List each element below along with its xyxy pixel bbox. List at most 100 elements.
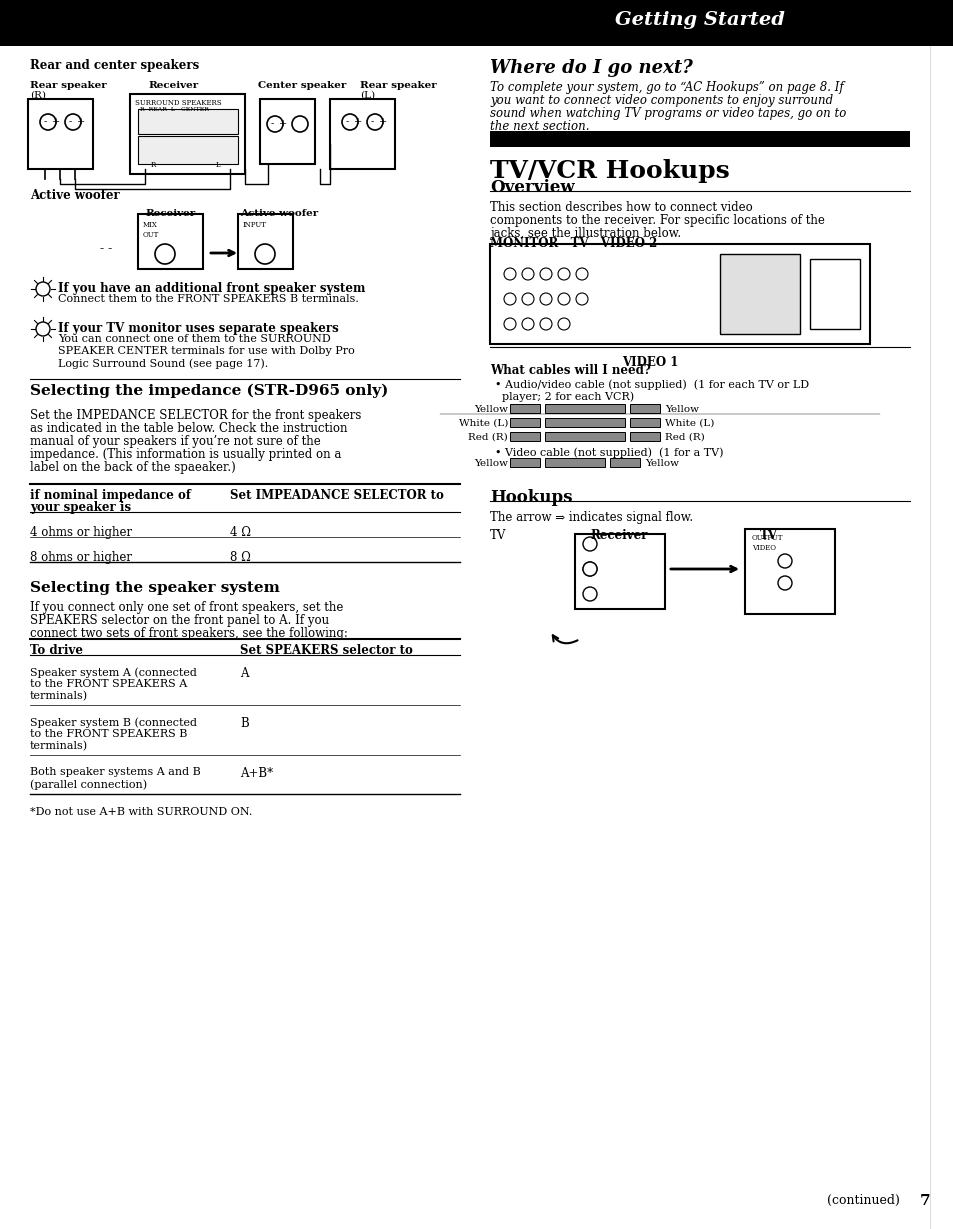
- Text: To complete your system, go to “AC Hookups” on page 8. If: To complete your system, go to “AC Hooku…: [490, 81, 842, 93]
- Circle shape: [341, 114, 357, 130]
- Bar: [490, 245, 869, 344]
- Circle shape: [521, 268, 534, 280]
- Bar: [809, 259, 859, 329]
- Circle shape: [558, 293, 569, 305]
- Text: 4 ohms or higher: 4 ohms or higher: [30, 526, 132, 540]
- Text: Yellow: Yellow: [474, 458, 507, 468]
- Circle shape: [367, 114, 382, 130]
- Bar: [609, 458, 639, 467]
- Bar: [138, 136, 237, 163]
- Text: MIX: MIX: [143, 221, 157, 229]
- Text: Yellow: Yellow: [664, 406, 699, 414]
- Bar: [510, 404, 539, 413]
- Text: Active woofer: Active woofer: [240, 209, 318, 218]
- Text: - -: - -: [100, 242, 112, 254]
- Text: Selecting the speaker system: Selecting the speaker system: [30, 581, 279, 595]
- Circle shape: [36, 322, 50, 336]
- Text: 8 ohms or higher: 8 ohms or higher: [30, 551, 132, 564]
- Text: -: -: [271, 119, 274, 128]
- Text: Speaker system B (connected: Speaker system B (connected: [30, 717, 196, 728]
- Text: MONITOR   TV   VIDEO 2: MONITOR TV VIDEO 2: [490, 237, 657, 249]
- Bar: [510, 433, 539, 441]
- Text: Rear and center speakers: Rear and center speakers: [30, 59, 199, 73]
- Text: Rear speaker: Rear speaker: [359, 81, 436, 90]
- Text: Rear speaker: Rear speaker: [30, 81, 107, 90]
- Circle shape: [254, 245, 274, 264]
- Text: R  REAR  L   CENTER: R REAR L CENTER: [140, 107, 209, 112]
- Circle shape: [582, 537, 597, 551]
- Text: if nominal impedance of: if nominal impedance of: [30, 489, 191, 501]
- Text: terminals): terminals): [30, 691, 88, 702]
- Text: OUT: OUT: [143, 231, 159, 238]
- Text: impedance. (This information is usually printed on a: impedance. (This information is usually …: [30, 449, 341, 461]
- Circle shape: [503, 293, 516, 305]
- Text: To drive: To drive: [30, 644, 83, 658]
- Text: +: +: [278, 119, 287, 128]
- Bar: [544, 458, 604, 467]
- Circle shape: [576, 268, 587, 280]
- Bar: [544, 418, 624, 426]
- Circle shape: [576, 293, 587, 305]
- Text: player; 2 for each VCR): player; 2 for each VCR): [501, 391, 634, 402]
- Circle shape: [292, 116, 308, 132]
- Text: A: A: [240, 667, 248, 680]
- Text: Both speaker systems A and B: Both speaker systems A and B: [30, 767, 200, 777]
- Bar: [510, 458, 539, 467]
- Circle shape: [36, 281, 50, 296]
- Bar: [0, 0, 953, 45]
- Text: Selecting the impedance (STR-D965 only): Selecting the impedance (STR-D965 only): [30, 383, 388, 398]
- Text: You can connect one of them to the SURROUND: You can connect one of them to the SURRO…: [58, 334, 331, 344]
- Text: Set the IMPEDANCE SELECTOR for the front speakers: Set the IMPEDANCE SELECTOR for the front…: [30, 409, 361, 422]
- Text: Active woofer: Active woofer: [30, 189, 120, 202]
- Text: 7: 7: [919, 1195, 929, 1208]
- Text: manual of your speakers if you’re not sure of the: manual of your speakers if you’re not su…: [30, 435, 320, 449]
- Bar: [575, 533, 664, 610]
- Text: A+B*: A+B*: [240, 767, 273, 780]
- Text: (R): (R): [30, 91, 46, 100]
- Text: Receiver: Receiver: [148, 81, 198, 90]
- Text: -: -: [346, 117, 349, 127]
- Text: -: -: [69, 117, 72, 127]
- Text: Getting Started: Getting Started: [615, 11, 784, 29]
- Text: Red (R): Red (R): [664, 433, 704, 442]
- Text: Receiver: Receiver: [589, 528, 647, 542]
- Text: sound when watching TV programs or video tapes, go on to: sound when watching TV programs or video…: [490, 107, 845, 120]
- Text: Red (R): Red (R): [468, 433, 507, 442]
- Text: to the FRONT SPEAKERS A: to the FRONT SPEAKERS A: [30, 678, 187, 689]
- Circle shape: [558, 268, 569, 280]
- Text: • Video cable (not supplied)  (1 for a TV): • Video cable (not supplied) (1 for a TV…: [495, 447, 722, 457]
- Text: • Audio/video cable (not supplied)  (1 for each TV or LD: • Audio/video cable (not supplied) (1 fo…: [495, 379, 808, 390]
- Text: The arrow ⇒ indicates signal flow.: The arrow ⇒ indicates signal flow.: [490, 511, 693, 524]
- Text: If your TV monitor uses separate speakers: If your TV monitor uses separate speaker…: [58, 322, 338, 336]
- Circle shape: [521, 293, 534, 305]
- Text: If you have an additional front speaker system: If you have an additional front speaker …: [58, 281, 365, 295]
- Text: SPEAKERS selector on the front panel to A. If you: SPEAKERS selector on the front panel to …: [30, 614, 329, 627]
- Bar: [629, 404, 659, 413]
- Text: If you connect only one set of front speakers, set the: If you connect only one set of front spe…: [30, 601, 343, 614]
- Bar: [330, 100, 395, 170]
- Text: R: R: [151, 161, 155, 170]
- Text: INPUT: INPUT: [243, 221, 267, 229]
- Circle shape: [503, 268, 516, 280]
- Text: SPEAKER CENTER terminals for use with Dolby Pro: SPEAKER CENTER terminals for use with Do…: [58, 347, 355, 356]
- Circle shape: [778, 554, 791, 568]
- Text: (L): (L): [359, 91, 375, 100]
- Text: +: +: [354, 117, 362, 127]
- Bar: [237, 214, 293, 269]
- Text: as indicated in the table below. Check the instruction: as indicated in the table below. Check t…: [30, 422, 347, 435]
- Text: TV/VCR Hookups: TV/VCR Hookups: [490, 159, 729, 183]
- Text: components to the receiver. For specific locations of the: components to the receiver. For specific…: [490, 214, 824, 227]
- Text: This section describes how to connect video: This section describes how to connect vi…: [490, 202, 752, 214]
- Text: TV: TV: [490, 528, 506, 542]
- Text: label on the back of the spaeaker.): label on the back of the spaeaker.): [30, 461, 235, 474]
- Text: VIDEO 1: VIDEO 1: [621, 356, 678, 369]
- Text: Connect them to the FRONT SPEAKERS B terminals.: Connect them to the FRONT SPEAKERS B ter…: [58, 294, 358, 304]
- Circle shape: [558, 318, 569, 331]
- Text: Overview: Overview: [490, 179, 574, 195]
- Text: SURROUND SPEAKERS: SURROUND SPEAKERS: [135, 100, 221, 107]
- Circle shape: [40, 114, 56, 130]
- Bar: [138, 214, 203, 269]
- Text: White (L): White (L): [458, 419, 507, 428]
- Bar: [629, 418, 659, 426]
- Text: Where do I go next?: Where do I go next?: [490, 59, 692, 77]
